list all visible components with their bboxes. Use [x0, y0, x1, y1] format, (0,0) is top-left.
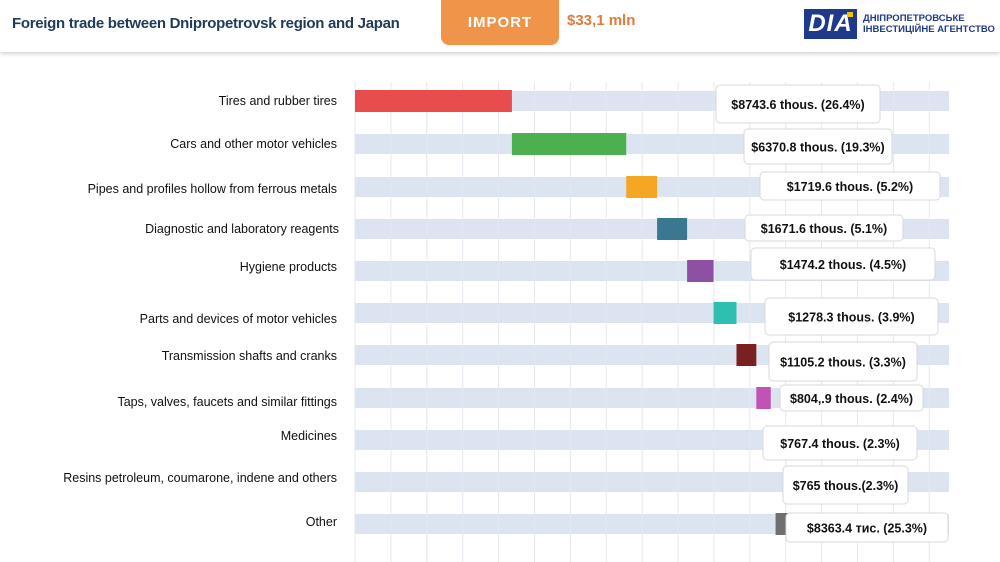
category-label: Pipes and profiles hollow from ferrous m… [88, 182, 337, 196]
value-label: $804,.9 thous. (2.4%) [790, 392, 913, 406]
value-label: $1105.2 thous. (3.3%) [780, 356, 906, 370]
agency-logo: DIA ДНІПРОПЕТРОВСЬКЕ ІНВЕСТИЦІЙНЕ АГЕНТС… [804, 9, 995, 39]
import-tab-label: IMPORT [467, 14, 533, 31]
data-bar [756, 387, 771, 409]
data-bar [626, 176, 658, 198]
data-bar [355, 90, 512, 112]
logo-text: ДНІПРОПЕТРОВСЬКЕ ІНВЕСТИЦІЙНЕ АГЕНТСТВО [863, 13, 995, 35]
page-title: Foreign trade between Dnipropetrovsk reg… [12, 15, 400, 32]
data-bar [511, 133, 627, 155]
value-label-box [764, 297, 939, 336]
value-label: $1719.6 thous. (5.2%) [787, 180, 913, 194]
dia-logo-icon: DIA [804, 9, 857, 39]
value-label: $1474.2 thous. (4.5%) [780, 258, 906, 272]
category-label: Tires and rubber tires [219, 94, 337, 108]
category-label: Parts and devices of motor vehicles [140, 312, 337, 326]
category-label: Diagnostic and laboratory reagents [145, 222, 339, 236]
value-label-box [785, 512, 949, 543]
logo-mark-text: DIA [808, 10, 853, 37]
logo-line-2: ІНВЕСТИЦІЙНЕ АГЕНТСТВО [863, 24, 995, 35]
value-label-box [782, 465, 909, 505]
data-bar [687, 260, 714, 282]
value-label: $1671.6 thous. (5.1%) [761, 222, 887, 236]
value-label-box [759, 171, 941, 201]
value-label-box [768, 341, 918, 382]
value-label-box [750, 247, 936, 281]
logo-line-1: ДНІПРОПЕТРОВСЬКЕ [863, 13, 965, 24]
value-label: $767.4 thous. (2.3%) [780, 437, 900, 451]
category-label: Taps, valves, faucets and similar fittin… [117, 395, 337, 409]
data-bar [736, 344, 757, 366]
value-label-box [744, 214, 904, 242]
value-label-box [762, 425, 918, 461]
value-label: $765 thous.(2.3%) [793, 479, 899, 493]
category-label: Resins petroleum, coumarone, indene and … [63, 471, 337, 485]
value-label: $8363.4 тис. (25.3%) [807, 522, 927, 536]
category-label: Medicines [281, 429, 337, 443]
value-label-box [779, 384, 924, 412]
import-total: $33,1 mln [567, 12, 636, 29]
header-bar: Foreign trade between Dnipropetrovsk reg… [0, 0, 1000, 52]
category-label: Other [306, 515, 337, 529]
value-label: $6370.8 thous. (19.3%) [751, 141, 884, 155]
logo-accent [847, 12, 853, 17]
import-chart: Tires and rubber tires Cars and other mot… [63, 82, 949, 562]
category-label: Transmission shafts and cranks [162, 349, 337, 363]
value-label-box [743, 128, 893, 165]
data-bar [657, 218, 688, 240]
category-label: Hygiene products [240, 260, 337, 274]
import-tab[interactable]: IMPORT [441, 0, 559, 45]
value-label: $1278.3 thous. (3.9%) [788, 311, 914, 325]
data-bar [713, 302, 737, 324]
value-label: $8743.6 thous. (26.4%) [731, 98, 864, 112]
value-label-box [715, 84, 881, 124]
category-label: Cars and other motor vehicles [170, 137, 337, 151]
